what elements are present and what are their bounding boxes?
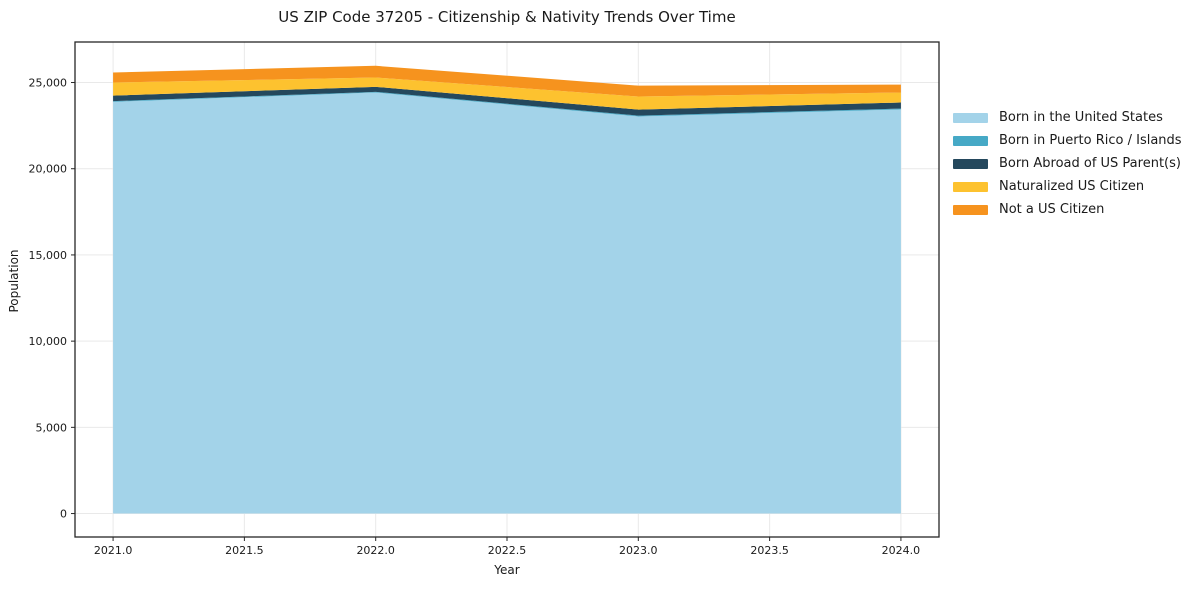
- x-tick-label: 2021.5: [225, 544, 264, 557]
- area-born-in-puerto-rico-islands: [113, 91, 901, 117]
- y-tick-label: 10,000: [29, 335, 68, 348]
- legend-item-naturalized-us-citizen: Naturalized US Citizen: [953, 175, 1182, 198]
- area-born-abroad-of-us-parent-s: [113, 86, 901, 116]
- y-tick-label: 0: [60, 508, 67, 521]
- x-tick-label: 2022.5: [488, 544, 527, 557]
- legend-label: Born in the United States: [999, 110, 1163, 125]
- legend-label: Born in Puerto Rico / Islands: [999, 133, 1182, 148]
- x-tick-label: 2023.5: [750, 544, 789, 557]
- legend-swatch: [953, 181, 988, 192]
- legend-item-born-in-the-united-states: Born in the United States: [953, 106, 1182, 129]
- x-axis-label: Year: [494, 563, 520, 577]
- legend-item-born-in-puerto-rico-islands: Born in Puerto Rico / Islands: [953, 129, 1182, 152]
- chart-title: US ZIP Code 37205 - Citizenship & Nativi…: [278, 8, 736, 26]
- x-tick-label: 2022.0: [356, 544, 395, 557]
- x-tick-label: 2021.0: [94, 544, 133, 557]
- area-born-in-the-united-states: [113, 92, 901, 514]
- legend-label: Naturalized US Citizen: [999, 179, 1145, 194]
- y-tick-label: 5,000: [36, 421, 68, 434]
- legend-label: Born Abroad of US Parent(s): [999, 156, 1181, 171]
- legend-swatch: [953, 158, 988, 169]
- area-not-a-us-citizen: [113, 65, 901, 97]
- y-tick-label: 20,000: [29, 163, 68, 176]
- y-tick-label: 25,000: [29, 77, 68, 90]
- legend-label: Not a US Citizen: [999, 202, 1105, 217]
- x-tick-label: 2023.0: [619, 544, 658, 557]
- legend-swatch: [953, 204, 988, 215]
- y-tick-label: 15,000: [29, 249, 68, 262]
- y-axis-label: Population: [7, 249, 21, 313]
- legend: Born in the United States Born in Puerto …: [953, 106, 1182, 221]
- area-naturalized-us-citizen: [113, 77, 901, 110]
- x-tick-label: 2024.0: [882, 544, 921, 557]
- legend-swatch: [953, 112, 988, 123]
- legend-item-born-abroad-of-us-parent-s: Born Abroad of US Parent(s): [953, 152, 1182, 175]
- legend-swatch: [953, 135, 988, 146]
- legend-item-not-a-us-citizen: Not a US Citizen: [953, 198, 1182, 221]
